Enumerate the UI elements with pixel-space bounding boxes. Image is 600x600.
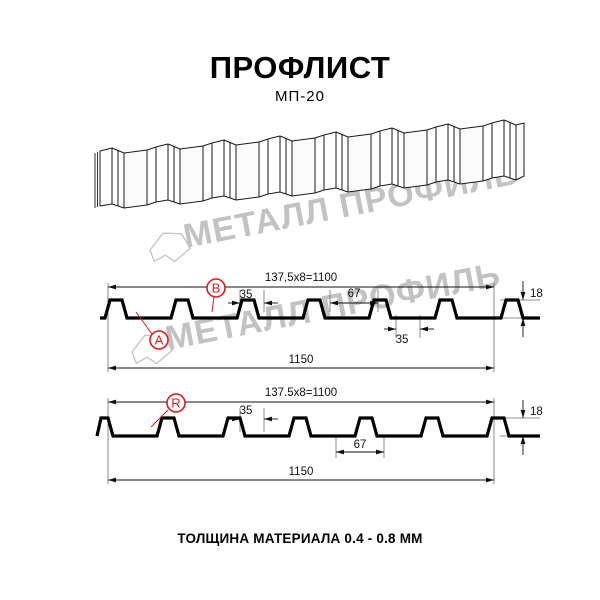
page-subtitle: МП-20 [275,88,325,105]
cut-edge-hatch [94,151,101,208]
callout-b: B [206,278,226,313]
section-a-dim-top: 137,5x8=1100 [108,272,494,290]
section-b-dim-top-label: 137.5x8=1100 [265,387,337,399]
section-a-dim-rib-label: 35 [240,289,253,301]
metall-profil-logo [131,334,174,365]
section-b-dim-top: 137.5x8=1100 [108,387,494,405]
perspective-rib [379,126,437,189]
material-thickness-note: ТОЛЩИНА МАТЕРИАЛА 0.4 - 0.8 ММ [177,531,423,546]
section-b-dim-bottom-label: 1150 [289,466,314,478]
callout-r-circle [166,393,186,413]
perspective-rib [435,122,493,185]
page-title: ПРОФЛИСТ [209,50,391,85]
section-b-profile-line [95,416,540,438]
perspective-view [94,119,525,209]
callout-b-circle [206,278,226,298]
callout-a: A [135,311,169,350]
section-a-dim-top-label: 137,5x8=1100 [265,272,337,284]
section-b: 137.5x8=1100 1150 35 67 [95,387,543,484]
perspective-rib [323,130,381,193]
section-b-dim-bottom: 1150 [108,466,494,483]
callout-a-label: A [155,333,164,348]
perspective-rib [267,134,325,197]
section-b-dim-height: 18 [520,400,543,455]
section-a-dim-height-label: 18 [530,288,543,300]
section-a-dim-rib-2: 35 [384,326,434,346]
section-b-dim-height-label: 18 [530,406,543,418]
section-b-dim-rib-label: 35 [240,405,253,417]
section-b-dim-valley-label: 67 [354,439,367,451]
metall-profil-logo [149,232,192,263]
section-a-dim-valley-label: 67 [348,288,361,300]
perspective-rib [99,146,157,209]
perspective-rib [155,142,213,205]
section-a-profile-line [100,298,540,320]
section-a-dim-rib: 35 [228,289,278,306]
callout-b-label: B [212,281,221,296]
section-b-extension-lines [107,398,540,484]
section-a-dim-rib-2-label: 35 [396,334,409,346]
perspective-rib [211,138,269,201]
section-a-dim-bottom-label: 1150 [289,354,314,366]
section-a-dim-bottom: 1150 [108,354,494,371]
callout-r: R [150,393,186,428]
section-a: 137,5x8=1100 1150 35 67 [100,272,543,372]
callout-r-label: R [171,396,180,411]
section-b-dim-valley: 67 [336,439,384,455]
callout-a-circle [149,330,169,350]
section-a-dim-height: 18 [520,281,543,337]
perspective-rib-end [491,119,525,181]
